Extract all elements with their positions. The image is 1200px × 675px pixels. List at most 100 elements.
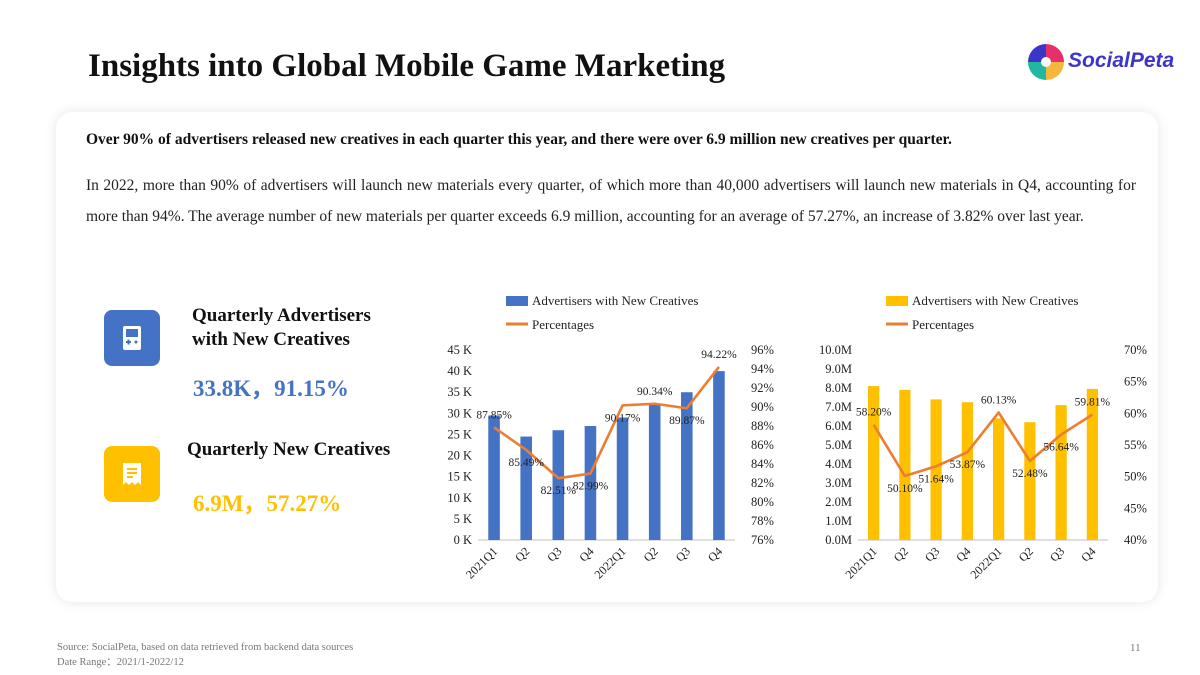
y-right-tick-label: 94%	[751, 362, 774, 376]
y-left-tick-label: 2.0M	[825, 495, 852, 509]
page-number: 11	[1130, 642, 1141, 654]
advertisers-chart: Advertisers with New Creatives Percentage…	[447, 293, 774, 581]
game-console-icon	[104, 310, 160, 366]
logo-text: SocialPeta	[1068, 49, 1175, 72]
percent-data-label: 50.10%	[887, 483, 923, 495]
percent-data-label: 87.85%	[476, 409, 512, 421]
y-right-tick-label: 86%	[751, 438, 774, 452]
x-tick-label: Q3	[544, 544, 564, 564]
bar	[868, 386, 880, 540]
percent-data-label: 52.48%	[1012, 468, 1048, 480]
percent-data-label: 89.87%	[669, 415, 705, 427]
percent-data-label: 90.34%	[637, 386, 673, 398]
y-right-tick-label: 65%	[1124, 375, 1147, 389]
y-right-tick-label: 92%	[751, 381, 774, 395]
bar	[930, 399, 942, 540]
y-left-tick-label: 6.0M	[825, 419, 852, 433]
kpi-label-creatives: Quarterly New Creatives	[187, 439, 391, 460]
x-tick-label: Q3	[922, 544, 942, 564]
bar	[993, 418, 1005, 540]
y-left-tick-label: 0 K	[454, 533, 472, 547]
y-right-tick-label: 50%	[1124, 470, 1147, 484]
y-left-tick-label: 7.0M	[825, 400, 852, 414]
body-paragraph: In 2022, more than 90% of advertisers wi…	[86, 177, 1136, 225]
legend-label-line: Percentages	[912, 317, 974, 332]
y-left-tick-label: 8.0M	[825, 381, 852, 395]
y-left-tick-label: 15 K	[447, 470, 472, 484]
headline: Over 90% of advertisers released new cre…	[86, 131, 952, 148]
kpi-label-advertisers: Quarterly Advertisers with New Creatives	[192, 305, 371, 350]
y-left-tick-label: 10 K	[447, 491, 472, 505]
x-tick-label: Q4	[705, 544, 725, 564]
kpi-value-creatives: 6.9M，57.27%	[193, 491, 342, 516]
legend-swatch-bars	[886, 296, 908, 306]
y-right-tick-label: 96%	[751, 343, 774, 357]
x-tick-label: Q2	[641, 544, 661, 564]
y-left-tick-label: 5 K	[454, 512, 472, 526]
legend-label-bars: Advertisers with New Creatives	[912, 293, 1078, 308]
y-left-tick-label: 30 K	[447, 406, 472, 420]
x-tick-label: Q2	[891, 544, 911, 564]
legend-swatch-bars	[506, 296, 528, 306]
bar	[961, 402, 973, 540]
y-left-tick-label: 10.0M	[819, 343, 852, 357]
legend-label-bars: Advertisers with New Creatives	[532, 293, 698, 308]
y-right-tick-label: 55%	[1124, 438, 1147, 452]
bar	[584, 426, 597, 540]
content-card	[56, 112, 1158, 602]
y-right-tick-label: 82%	[751, 476, 774, 490]
percent-data-label: 51.64%	[918, 473, 954, 485]
bar	[1055, 405, 1067, 540]
bar	[488, 415, 500, 540]
x-tick-label: Q2	[512, 544, 532, 564]
percent-data-label: 58.20%	[856, 407, 892, 419]
y-left-tick-label: 1.0M	[825, 514, 852, 528]
y-left-tick-label: 35 K	[447, 385, 472, 399]
bar	[552, 430, 565, 540]
percent-data-label: 94.22%	[701, 349, 737, 361]
percent-data-label: 90.17%	[605, 412, 641, 424]
y-right-tick-label: 90%	[751, 400, 774, 414]
bar	[713, 371, 725, 540]
percent-data-label: 82.51%	[541, 485, 577, 497]
document-icon	[104, 446, 160, 502]
legend-label-line: Percentages	[532, 317, 594, 332]
bar	[648, 404, 661, 540]
y-left-tick-label: 40 K	[447, 364, 472, 378]
y-left-tick-label: 9.0M	[825, 362, 852, 376]
percent-line	[493, 366, 720, 480]
x-tick-label: 2021Q1	[843, 544, 880, 581]
creatives-chart: Advertisers with New Creatives Percentage…	[819, 293, 1147, 581]
y-left-tick-label: 3.0M	[825, 476, 852, 490]
bar	[681, 392, 693, 540]
x-tick-label: 2022Q1	[591, 544, 628, 581]
page-title: Insights into Global Mobile Game Marketi…	[88, 48, 726, 84]
logo-mark-icon	[1028, 44, 1064, 80]
source-note: Source: SocialPeta, based on data retrie…	[57, 642, 354, 653]
y-right-tick-label: 80%	[751, 495, 774, 509]
percent-data-label: 60.13%	[981, 395, 1017, 407]
y-right-tick-label: 88%	[751, 419, 774, 433]
x-tick-label: Q3	[1047, 544, 1067, 564]
y-right-tick-label: 60%	[1124, 406, 1147, 420]
x-tick-label: Q2	[1016, 544, 1036, 564]
y-right-tick-label: 84%	[751, 457, 774, 471]
percent-line	[872, 411, 1094, 478]
x-tick-label: 2021Q1	[463, 544, 500, 581]
percent-data-label: 82.99%	[573, 481, 609, 493]
x-tick-label: Q4	[576, 544, 596, 564]
bar	[1024, 422, 1036, 540]
y-right-tick-label: 40%	[1124, 533, 1147, 547]
x-tick-label: Q3	[673, 544, 693, 564]
x-tick-label: Q4	[1078, 544, 1098, 564]
percent-data-label: 53.87%	[950, 459, 986, 471]
percent-data-label: 56.64%	[1043, 442, 1079, 454]
bar	[616, 417, 629, 540]
y-left-tick-label: 4.0M	[825, 457, 852, 471]
y-right-tick-label: 76%	[751, 533, 774, 547]
y-right-tick-label: 78%	[751, 514, 774, 528]
y-left-tick-label: 20 K	[447, 449, 472, 463]
percent-data-label: 85.49%	[508, 457, 544, 469]
socialpeta-logo	[1028, 44, 1064, 80]
y-left-tick-label: 5.0M	[825, 438, 852, 452]
